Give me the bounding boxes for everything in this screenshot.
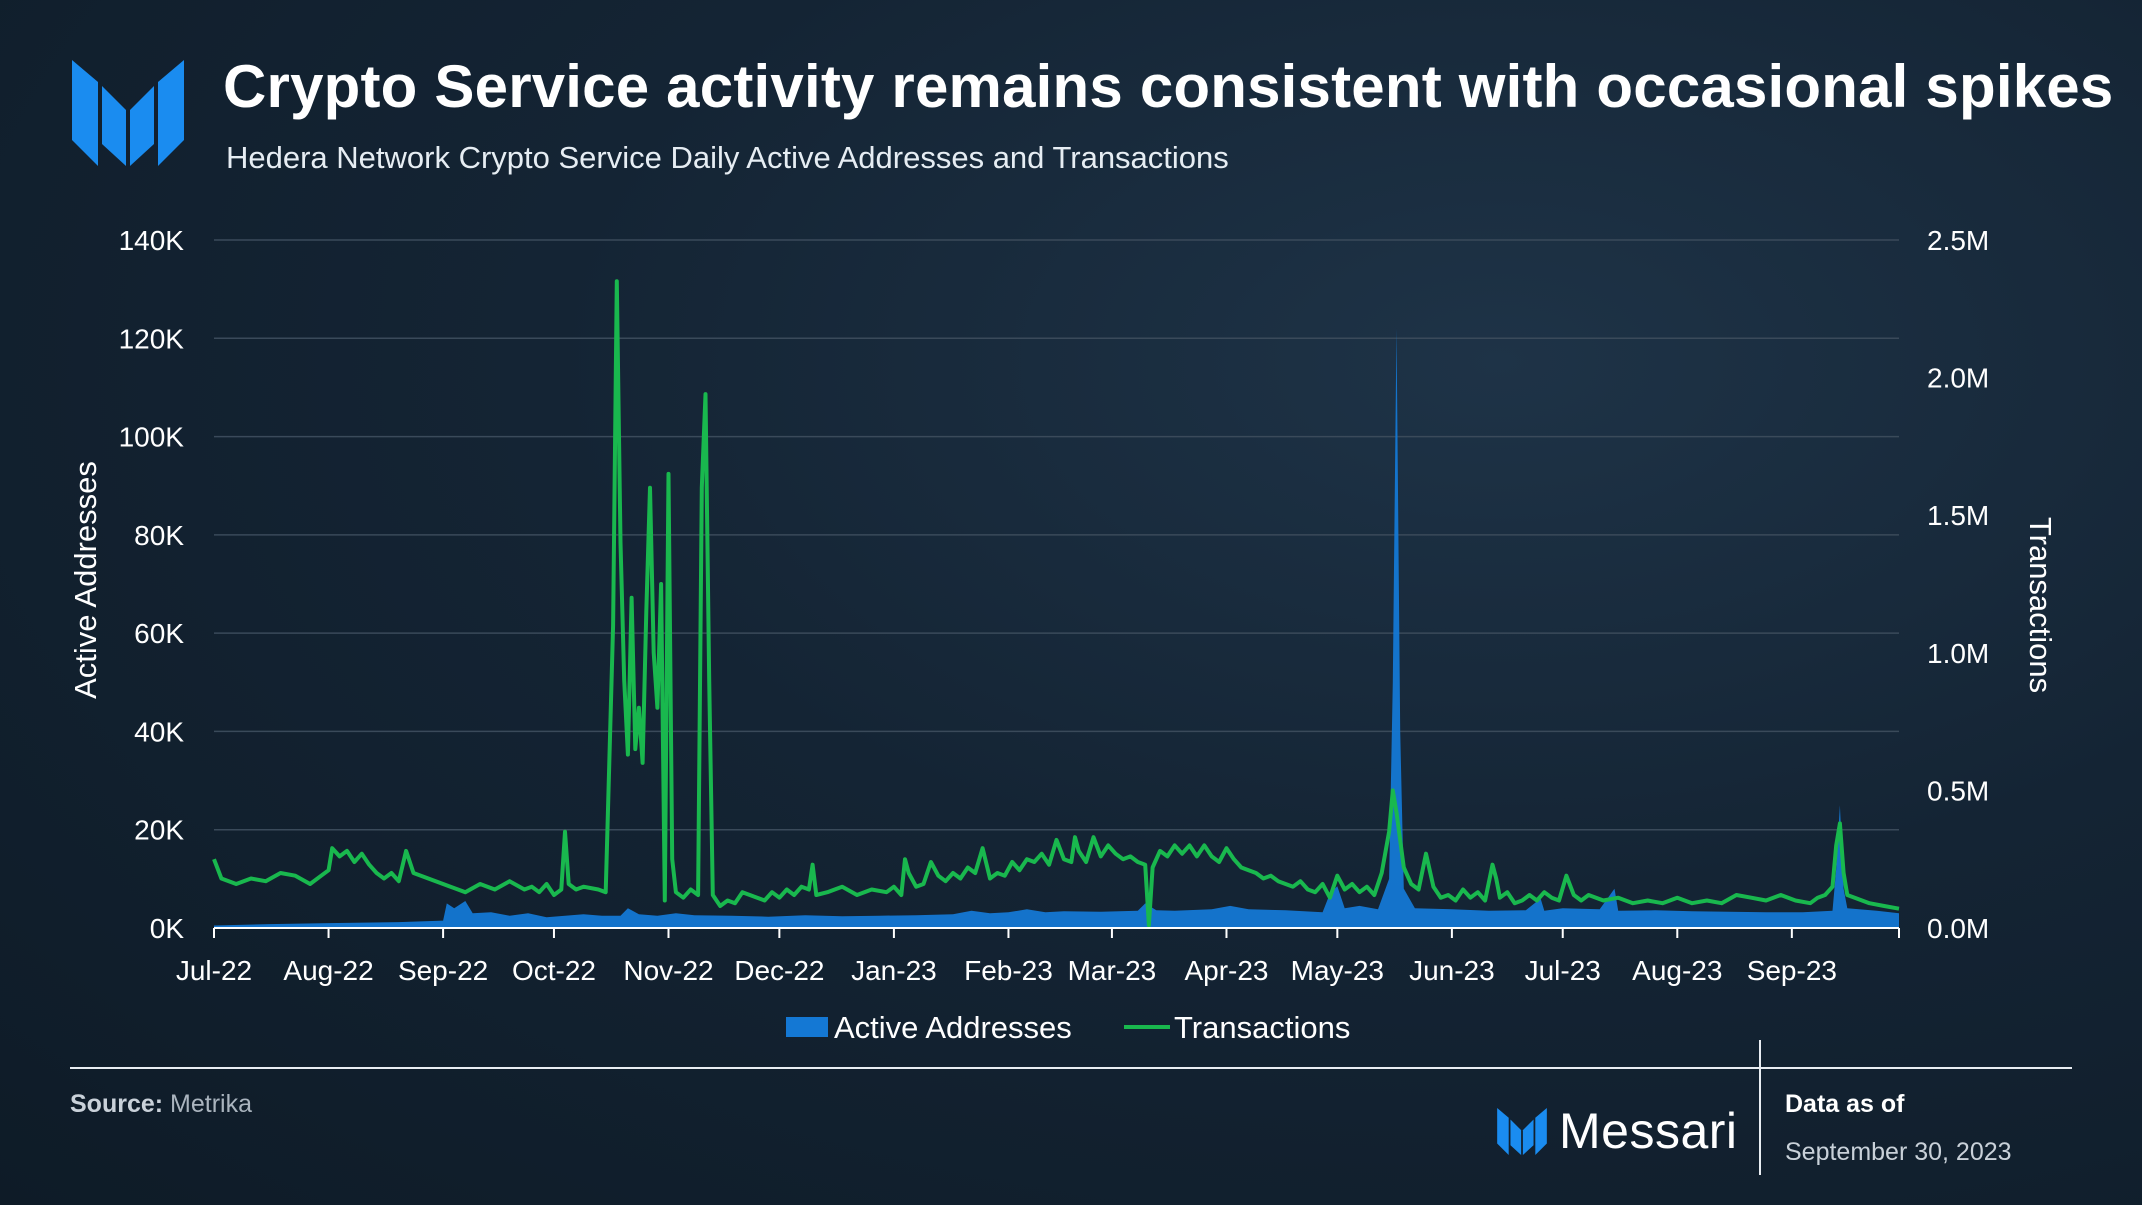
y-left-tick-label: 60K [134, 618, 184, 649]
y-left-axis-title: Active Addresses [68, 461, 103, 699]
y-left-tick-label: 20K [134, 815, 184, 846]
x-tick-label: Aug-22 [283, 955, 373, 986]
transactions-line [212, 279, 1900, 928]
x-tick-label: Nov-22 [623, 955, 713, 986]
x-tick-label: Jun-23 [1409, 955, 1495, 986]
y-left-tick-label: 100K [119, 422, 185, 453]
x-tick-label: Aug-23 [1632, 955, 1722, 986]
data-as-of-label: Data as of [1785, 1090, 1905, 1118]
y-right-tick-label: 0.0M [1927, 913, 1989, 944]
x-tick-label: Jul-23 [1525, 955, 1601, 986]
chart-subtitle: Hedera Network Crypto Service Daily Acti… [226, 140, 1229, 175]
y-right-tick-label: 1.5M [1927, 500, 1989, 531]
transactions-series [212, 279, 1900, 928]
legend: Active Addresses Transactions [786, 1010, 1350, 1045]
x-tick-label: Jan-23 [851, 955, 937, 986]
y-right-tick-label: 0.5M [1927, 775, 1989, 806]
brand-name: Messari [1559, 1103, 1738, 1159]
x-tick-label: May-23 [1291, 955, 1384, 986]
messari-small-logo-icon [1497, 1107, 1547, 1155]
y-left-tick-label: 140K [119, 225, 185, 256]
data-as-of-date: September 30, 2023 [1785, 1138, 2012, 1166]
y-left-tick-label: 40K [134, 716, 184, 747]
x-tick-label: Jul-22 [176, 955, 252, 986]
x-tick-label: Mar-23 [1068, 955, 1157, 986]
dual-axis-chart: 0K 20K 40K 60K 80K 100K 120K 140K 0.0M 0.5M 1.0M 1.… [68, 225, 2058, 1045]
x-tick-label: Apr-23 [1184, 955, 1268, 986]
source-value: Metrika [163, 1090, 252, 1118]
x-tick-label: Oct-22 [512, 955, 596, 986]
x-tick-label: Sep-22 [398, 955, 488, 986]
y-right-tick-label: 2.0M [1927, 363, 1989, 394]
source-note: Source: Metrika [70, 1090, 252, 1119]
y-left-tick-label: 120K [119, 323, 185, 354]
chart-title: Crypto Service activity remains consiste… [223, 53, 2114, 120]
y-left-tick-label: 80K [134, 520, 184, 551]
messari-logo-icon [72, 60, 184, 166]
legend-swatch-active-addresses [786, 1017, 828, 1037]
x-tick-label: Feb-23 [964, 955, 1053, 986]
gridlines [214, 239, 1899, 831]
y-right-tick-label: 1.0M [1927, 638, 1989, 669]
x-tick-label: Dec-22 [734, 955, 824, 986]
y-left-tick-label: 0K [150, 913, 185, 944]
footer-divider [70, 1067, 2072, 1069]
x-tick-label: Sep-23 [1747, 955, 1837, 986]
source-label: Source: [70, 1090, 164, 1118]
messari-brand: Messari [1497, 1103, 1738, 1159]
legend-label-active-addresses: Active Addresses [834, 1010, 1072, 1045]
y-right-axis-title: Transactions [2023, 517, 2058, 693]
y-right-tick-label: 2.5M [1927, 225, 1989, 256]
axes: 0K 20K 40K 60K 80K 100K 120K 140K 0.0M 0.5M 1.0M 1.… [68, 225, 2058, 986]
legend-label-transactions: Transactions [1174, 1010, 1350, 1045]
footer-vertical-divider [1759, 1040, 1761, 1175]
